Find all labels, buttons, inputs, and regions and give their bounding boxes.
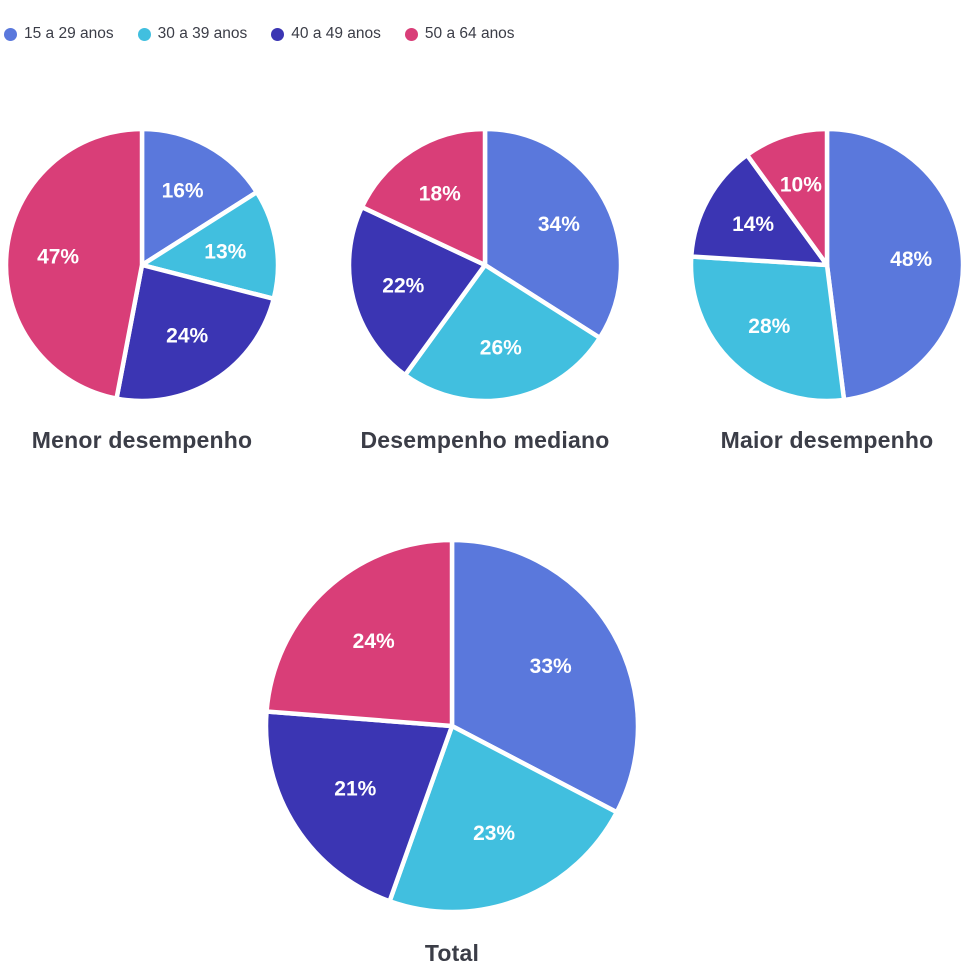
pie-slice-15-a-29-anos — [449, 537, 641, 815]
pie-slice-40-a-49-anos — [689, 152, 830, 268]
pie-figure-desempenho-mediano: 34% 26% 22% 18% Desempenho mediano — [345, 125, 625, 454]
legend-color-dot-icon — [137, 27, 151, 41]
slice-value-label: 24% — [166, 325, 208, 348]
slice-value-label: 10% — [780, 173, 822, 196]
legend-label: 15 a 29 anos — [24, 25, 114, 42]
legend-item-30-a-39-anos: 30 a 39 anos — [137, 25, 248, 43]
pie-slice-40-a-49-anos — [114, 262, 276, 404]
legend-item-50-a-64-anos: 50 a 64 anos — [404, 25, 515, 43]
slice-value-label: 47% — [37, 246, 79, 269]
pie-title: Total — [424, 940, 480, 966]
pie-title: Desempenho mediano — [360, 427, 610, 453]
slice-value-label: 22% — [382, 275, 424, 298]
pie-chart-maior-desempenho: 48% 28% 14% 10% — [688, 126, 966, 404]
pie-chart-menor-desempenho: 16% 13% 24% 47% — [3, 126, 281, 404]
slice-value-label: 24% — [353, 630, 395, 653]
legend-color-dot-icon — [4, 27, 17, 41]
pie-figure-total: 33% 23% 21% 24% Total — [262, 536, 642, 967]
legend-label: 30 a 39 anos — [157, 25, 248, 42]
legend-item-15-a-29-anos: 15 a 29 anos — [4, 25, 114, 43]
legend-label: 50 a 64 anos — [424, 25, 515, 42]
pie-slice-15-a-29-anos — [824, 126, 966, 403]
slice-value-label: 48% — [890, 248, 932, 271]
pie-slice-50-a-64-anos — [744, 126, 830, 268]
slice-value-label: 21% — [334, 777, 376, 800]
pie-slice-30-a-39-anos — [688, 254, 847, 404]
slice-value-label: 14% — [732, 213, 774, 236]
slice-value-label: 23% — [473, 822, 515, 845]
slice-value-label: 28% — [748, 315, 790, 338]
slice-value-label: 26% — [480, 336, 522, 359]
slice-value-label: 16% — [162, 180, 204, 203]
legend-item-40-a-49-anos: 40 a 49 anos — [271, 25, 381, 43]
pie-chart-total: 33% 23% 21% 24% — [263, 537, 641, 915]
slice-value-label: 33% — [530, 655, 572, 678]
slice-value-label: 18% — [419, 182, 461, 205]
slice-value-label: 34% — [538, 213, 580, 236]
pie-slice-40-a-49-anos — [263, 709, 455, 904]
pie-slice-50-a-64-anos — [264, 537, 455, 729]
legend: 15 a 29 anos 30 a 39 anos 40 a 49 anos 5… — [4, 25, 515, 43]
pie-slice-50-a-64-anos — [359, 126, 488, 268]
pie-slice-30-a-39-anos — [402, 262, 603, 404]
legend-color-dot-icon — [404, 27, 418, 41]
pie-title: Maior desempenho — [720, 427, 934, 453]
pie-slice-15-a-29-anos — [139, 126, 260, 268]
legend-color-dot-icon — [271, 27, 285, 41]
pie-slice-30-a-39-anos — [387, 723, 620, 915]
pie-chart-desempenho-mediano: 34% 26% 22% 18% — [346, 126, 624, 404]
pie-title: Menor desempenho — [31, 427, 253, 453]
slice-value-label: 13% — [204, 240, 246, 263]
pie-figure-menor-desempenho: 16% 13% 24% 47% Menor desempenho — [2, 125, 282, 454]
legend-label: 40 a 49 anos — [291, 25, 381, 42]
pie-slice-50-a-64-anos — [3, 126, 145, 401]
pie-figure-maior-desempenho: 48% 28% 14% 10% Maior desempenho — [687, 125, 967, 454]
